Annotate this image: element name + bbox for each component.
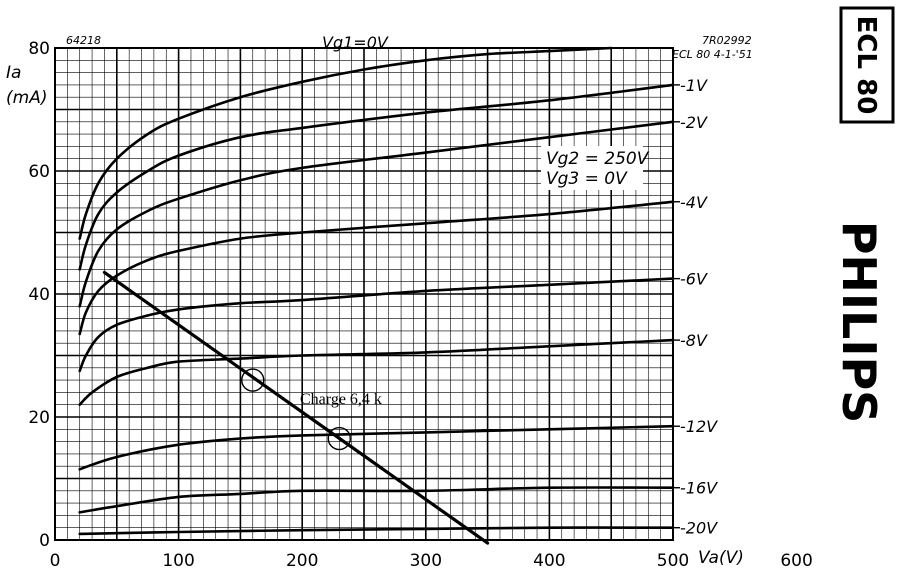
curve-label-backdrop [680, 517, 720, 538]
curve-label: -6V [680, 270, 708, 289]
curve-1V [78, 83, 675, 271]
curve-label-backdrop [680, 477, 720, 498]
x-tick-label: 500 [657, 551, 689, 571]
curve-12V [78, 424, 675, 471]
grid [54, 47, 674, 541]
tube-label: ECL 80 [851, 16, 881, 115]
curve-label: -16V [680, 479, 718, 498]
curve-label-backdrop [680, 191, 720, 212]
brand-logo: PHILIPS [832, 221, 886, 424]
condition-vg3: Vg3 = 0V [546, 169, 628, 189]
x-tick-label: 0 [50, 551, 61, 571]
curve-label-vg1-0: Vg1=0V [322, 33, 389, 52]
load-line [102, 270, 490, 545]
plot-border [54, 47, 674, 541]
x-axis-label: Va(V) [698, 548, 744, 568]
x-tick-label: 200 [286, 551, 318, 571]
curve-6V [78, 277, 675, 373]
curve-16V [78, 486, 675, 514]
curve-4V [78, 200, 675, 336]
curve-label: -1V [680, 76, 708, 95]
curves [78, 46, 675, 545]
curve-label: -12V [680, 417, 718, 436]
curve-label-backdrop [680, 416, 720, 437]
curve-label-backdrop [680, 74, 720, 95]
x-tick-label: 600 [780, 551, 812, 571]
curve-8V [78, 338, 675, 406]
curve-Vg10V [78, 46, 613, 240]
top-right-note-2: ECL 80 4-1-'51 [672, 48, 753, 61]
top-right-note-1: 7R02992 [702, 34, 752, 47]
condition-vg2: Vg2 = 250V [546, 149, 650, 169]
y-axis-label-unit: (mA) [6, 88, 47, 108]
curve-label: -20V [680, 519, 718, 538]
y-tick-label: 60 [28, 162, 50, 182]
conditions-backdrop [541, 146, 643, 190]
curve-label-backdrop [680, 268, 720, 289]
curve-label: -8V [680, 331, 708, 350]
x-tick-label: 300 [410, 551, 442, 571]
y-axis-label-ia: Ia [6, 63, 21, 83]
x-tick-label: 100 [162, 551, 194, 571]
load-line-label: Charge 6,4 k [300, 391, 382, 408]
y-tick-label: 80 [28, 39, 50, 59]
curve-label: -2V [680, 113, 708, 132]
labels: 0 20 40 60 80 0 100 200 300 400 500 600 Vg1=0V -1V -2V… [28, 33, 812, 571]
y-tick-label: 20 [28, 408, 50, 428]
y-tick-label: 40 [28, 285, 50, 305]
tube-label-box [839, 6, 895, 124]
plot-frame [54, 47, 674, 541]
curve-label: -4V [680, 193, 708, 212]
curve-label-backdrop [680, 330, 720, 351]
operating-point-marker [241, 368, 265, 392]
y-tick-label: 0 [39, 531, 50, 551]
x-tick-label: 400 [533, 551, 565, 571]
top-left-note: 64218 [66, 34, 101, 47]
curve-20V [78, 526, 675, 536]
operating-point-marker [327, 426, 351, 451]
curve-2V [78, 120, 675, 308]
curve-label-backdrop [680, 111, 720, 132]
